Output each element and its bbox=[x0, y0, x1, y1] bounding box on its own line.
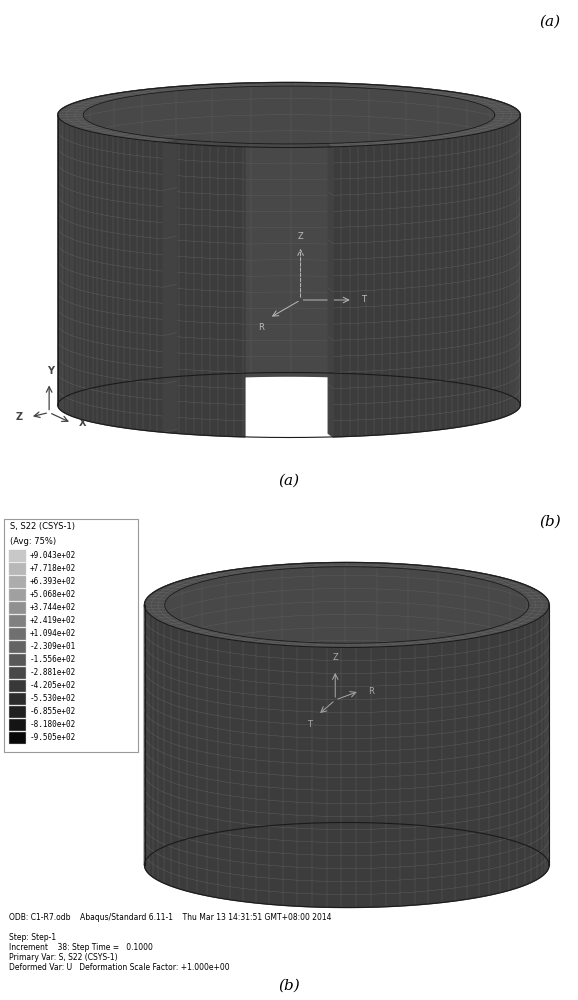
Text: +1.094e+02: +1.094e+02 bbox=[29, 629, 76, 638]
Polygon shape bbox=[144, 563, 549, 865]
Bar bbox=[9, 550, 26, 562]
Text: -2.881e+02: -2.881e+02 bbox=[29, 668, 76, 677]
Text: +3.744e+02: +3.744e+02 bbox=[29, 603, 76, 612]
Bar bbox=[9, 680, 26, 692]
Polygon shape bbox=[58, 115, 245, 437]
Bar bbox=[9, 719, 26, 731]
Bar bbox=[9, 732, 26, 744]
Polygon shape bbox=[58, 83, 520, 147]
Bar bbox=[9, 693, 26, 705]
Bar bbox=[9, 563, 26, 575]
Text: +7.718e+02: +7.718e+02 bbox=[29, 564, 76, 573]
Text: -1.556e+02: -1.556e+02 bbox=[29, 655, 76, 664]
Text: -6.855e+02: -6.855e+02 bbox=[29, 707, 76, 716]
Text: -2.309e+01: -2.309e+01 bbox=[29, 642, 76, 651]
Text: R: R bbox=[258, 323, 264, 332]
Text: +9.043e+02: +9.043e+02 bbox=[29, 551, 76, 560]
Text: Z: Z bbox=[298, 232, 303, 241]
Polygon shape bbox=[144, 563, 549, 647]
Text: +5.068e+02: +5.068e+02 bbox=[29, 590, 76, 599]
Bar bbox=[9, 602, 26, 614]
Text: T: T bbox=[361, 296, 366, 304]
Polygon shape bbox=[333, 115, 520, 437]
Polygon shape bbox=[328, 143, 333, 437]
Polygon shape bbox=[165, 567, 529, 865]
Text: (b): (b) bbox=[278, 978, 300, 992]
Bar bbox=[9, 589, 26, 601]
Text: -9.505e+02: -9.505e+02 bbox=[29, 733, 76, 742]
FancyBboxPatch shape bbox=[4, 518, 138, 752]
Bar bbox=[9, 641, 26, 653]
Polygon shape bbox=[83, 86, 495, 405]
Text: Increment    38: Step Time =   0.1000: Increment 38: Step Time = 0.1000 bbox=[9, 942, 153, 952]
Text: +6.393e+02: +6.393e+02 bbox=[29, 577, 76, 586]
Text: (a): (a) bbox=[279, 474, 299, 488]
Text: (Avg: 75%): (Avg: 75%) bbox=[10, 536, 56, 546]
Bar bbox=[9, 654, 26, 666]
Text: R: R bbox=[368, 686, 374, 696]
Bar bbox=[9, 615, 26, 627]
Text: -4.205e+02: -4.205e+02 bbox=[29, 681, 76, 690]
Text: (b): (b) bbox=[539, 515, 561, 529]
Text: Z: Z bbox=[16, 412, 23, 422]
Polygon shape bbox=[144, 605, 549, 907]
Text: S, S22 (CSYS-1): S, S22 (CSYS-1) bbox=[10, 522, 75, 532]
Polygon shape bbox=[58, 83, 520, 405]
Text: T: T bbox=[307, 720, 312, 729]
Bar bbox=[9, 667, 26, 679]
Text: X: X bbox=[79, 418, 86, 428]
Text: Z: Z bbox=[332, 654, 338, 663]
Bar bbox=[9, 628, 26, 640]
Polygon shape bbox=[163, 139, 177, 432]
Text: +2.419e+02: +2.419e+02 bbox=[29, 616, 76, 625]
Text: -5.530e+02: -5.530e+02 bbox=[29, 694, 76, 703]
Text: ODB: C1-R7.odb    Abaqus/Standard 6.11-1    Thu Mar 13 14:31:51 GMT+08:00 2014: ODB: C1-R7.odb Abaqus/Standard 6.11-1 Th… bbox=[9, 912, 331, 922]
Text: -8.180e+02: -8.180e+02 bbox=[29, 720, 76, 729]
Text: Primary Var: S, S22 (CSYS-1): Primary Var: S, S22 (CSYS-1) bbox=[9, 952, 117, 962]
Bar bbox=[9, 576, 26, 588]
Text: Step: Step-1: Step: Step-1 bbox=[9, 932, 56, 942]
Text: Y: Y bbox=[47, 366, 54, 376]
Text: Deformed Var: U   Deformation Scale Factor: +1.000e+00: Deformed Var: U Deformation Scale Factor… bbox=[9, 962, 229, 972]
Text: (a): (a) bbox=[539, 15, 561, 29]
Bar bbox=[9, 706, 26, 718]
